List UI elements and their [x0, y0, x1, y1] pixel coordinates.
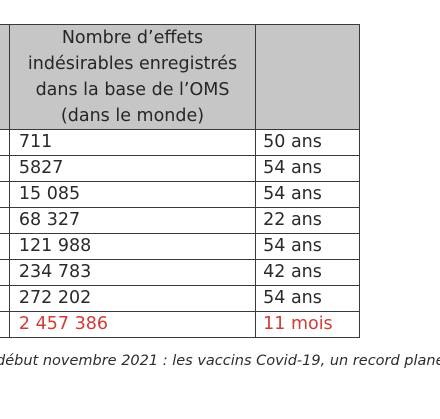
effects-count-cell: 15 085 — [8, 181, 257, 208]
effects-count-cell: 711 — [8, 129, 257, 156]
effects-count-cell: 68 327 — [8, 207, 257, 234]
adverse-effects-table: Nombre d’effets indésirables enregistrés… — [0, 24, 360, 338]
row-label-cell — [0, 233, 10, 260]
duration-cell: 22 ans — [255, 207, 360, 234]
duration-cell: 54 ans — [255, 285, 360, 312]
table-row-highlight: 2 457 386 11 mois — [0, 311, 360, 338]
table-row: 711 50 ans — [0, 129, 360, 156]
header-cell-left — [0, 24, 10, 130]
effects-count-cell: 234 783 — [8, 259, 257, 286]
duration-cell: 50 ans — [255, 129, 360, 156]
duration-cell: 42 ans — [255, 259, 360, 286]
row-label-cell — [0, 181, 10, 208]
row-label-cell — [0, 259, 10, 286]
row-label-cell — [0, 311, 10, 338]
duration-cell: 54 ans — [255, 181, 360, 208]
effects-count-cell: 5827 — [8, 155, 257, 182]
table-row: 272 202 54 ans — [0, 285, 360, 312]
duration-cell: 54 ans — [255, 233, 360, 260]
row-label-cell — [0, 285, 10, 312]
duration-cell: 54 ans — [255, 155, 360, 182]
effects-count-cell: 121 988 — [8, 233, 257, 260]
header-cell-count: Nombre d’effets indésirables enregistrés… — [8, 24, 257, 130]
table-row: 15 085 54 ans — [0, 181, 360, 208]
table-header-row: Nombre d’effets indésirables enregistrés… — [0, 24, 360, 130]
effects-count-cell: 272 202 — [8, 285, 257, 312]
table-row: 5827 54 ans — [0, 155, 360, 182]
table-row: 234 783 42 ans — [0, 259, 360, 286]
table-caption: début novembre 2021 : les vaccins Covid-… — [0, 353, 440, 369]
row-label-cell — [0, 129, 10, 156]
row-label-cell — [0, 207, 10, 234]
row-label-cell — [0, 155, 10, 182]
table-row: 121 988 54 ans — [0, 233, 360, 260]
header-cell-right — [255, 24, 360, 130]
table-row: 68 327 22 ans — [0, 207, 360, 234]
duration-cell: 11 mois — [255, 311, 360, 338]
effects-count-cell: 2 457 386 — [8, 311, 257, 338]
